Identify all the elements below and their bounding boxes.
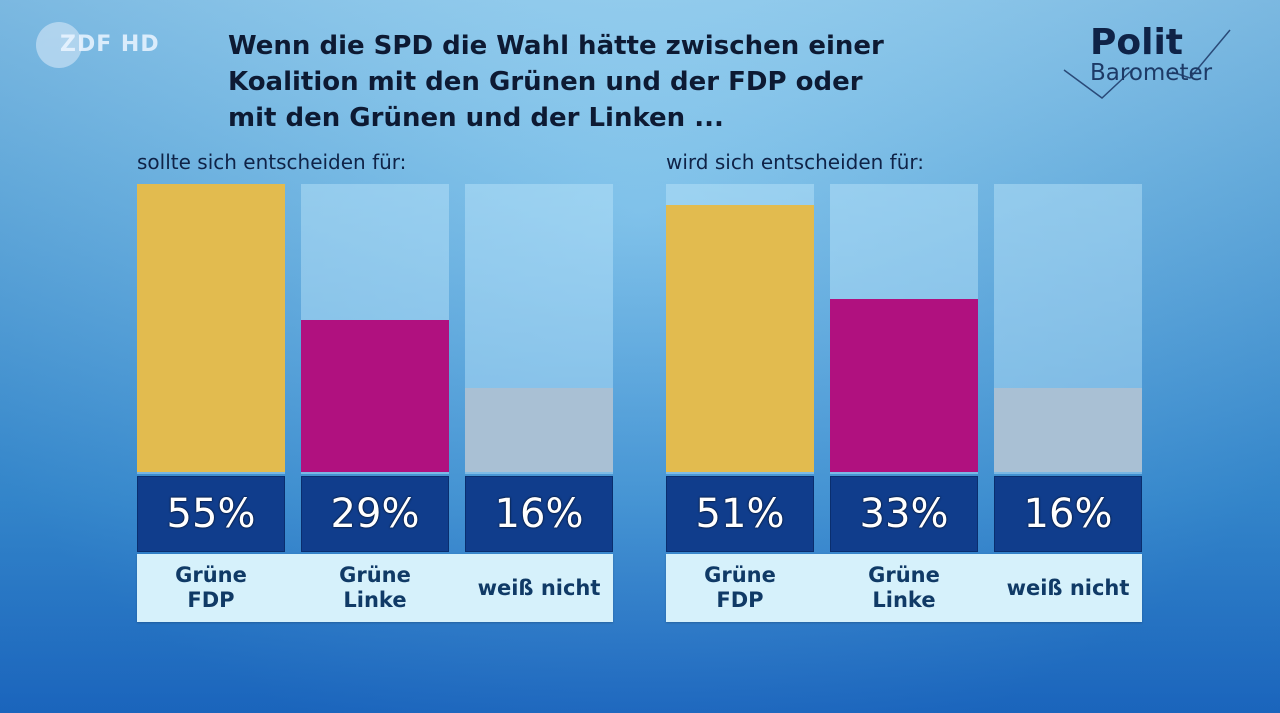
category-label-line: Linke	[343, 588, 407, 612]
value-label: 29%	[301, 476, 449, 552]
channel-logo-text: ZDF HD	[60, 31, 160, 57]
chart-panel-will: 51% 33% 16% Grüne FDP Grüne Linke weiß nicht	[666, 184, 1142, 626]
headline-line: mit den Grünen und der Linken ...	[228, 103, 724, 133]
bar-track	[301, 184, 449, 474]
brand-polit: Polit	[1090, 22, 1184, 63]
chart-panel-should: 55% 29% 16% Grüne FDP Grüne Linke weiß nicht	[137, 184, 613, 626]
value-label: 51%	[666, 476, 814, 552]
category-label-line: Grüne	[339, 563, 411, 587]
value-label: 16%	[465, 476, 613, 552]
category-label-line: FDP	[187, 588, 235, 612]
panel-title-will: wird sich entscheiden für:	[666, 150, 924, 174]
category-label-line: Linke	[872, 588, 936, 612]
category-label: Grüne FDP	[137, 554, 285, 622]
checkmark-icon	[1063, 29, 1231, 99]
category-label: Grüne FDP	[666, 554, 814, 622]
bar-track	[994, 184, 1142, 474]
bar-track	[666, 184, 814, 474]
zdf-circle-icon	[36, 22, 82, 68]
bar-gruene-linke	[830, 299, 978, 472]
panel-title-should: sollte sich entscheiden für:	[137, 150, 407, 174]
category-label-line: Grüne	[175, 563, 247, 587]
headline: Wenn die SPD die Wahl hätte zwischen ein…	[228, 28, 1008, 136]
bar-weiss-nicht	[994, 388, 1142, 472]
headline-line: Koalition mit den Grünen und der FDP ode…	[228, 67, 863, 97]
category-label-line: FDP	[716, 588, 764, 612]
bar-track	[830, 184, 978, 474]
bar-track	[465, 184, 613, 474]
category-label-line: weiß nicht	[1006, 575, 1130, 600]
category-label-line: weiß nicht	[477, 575, 601, 600]
value-label: 33%	[830, 476, 978, 552]
category-label-strip: Grüne FDP Grüne Linke weiß nicht	[666, 554, 1142, 622]
category-label-line: Grüne	[868, 563, 940, 587]
category-label-strip: Grüne FDP Grüne Linke weiß nicht	[137, 554, 613, 622]
channel-logo: ZDF HD	[36, 22, 159, 68]
category-label: Grüne Linke	[830, 554, 978, 622]
category-label-line: Grüne	[704, 563, 776, 587]
bar-weiss-nicht	[465, 388, 613, 472]
value-label: 16%	[994, 476, 1142, 552]
bar-gruene-fdp	[666, 205, 814, 472]
category-label: Grüne Linke	[301, 554, 449, 622]
category-label: weiß nicht	[994, 554, 1142, 622]
politbarometer-logo: Polit Barometer	[1062, 20, 1242, 110]
value-label: 55%	[137, 476, 285, 552]
headline-line: Wenn die SPD die Wahl hätte zwischen ein…	[228, 31, 884, 61]
bar-gruene-fdp	[137, 184, 285, 472]
category-label: weiß nicht	[465, 554, 613, 622]
brand-barometer: Barometer	[1090, 60, 1213, 86]
bar-gruene-linke	[301, 320, 449, 472]
bar-track	[137, 184, 285, 474]
